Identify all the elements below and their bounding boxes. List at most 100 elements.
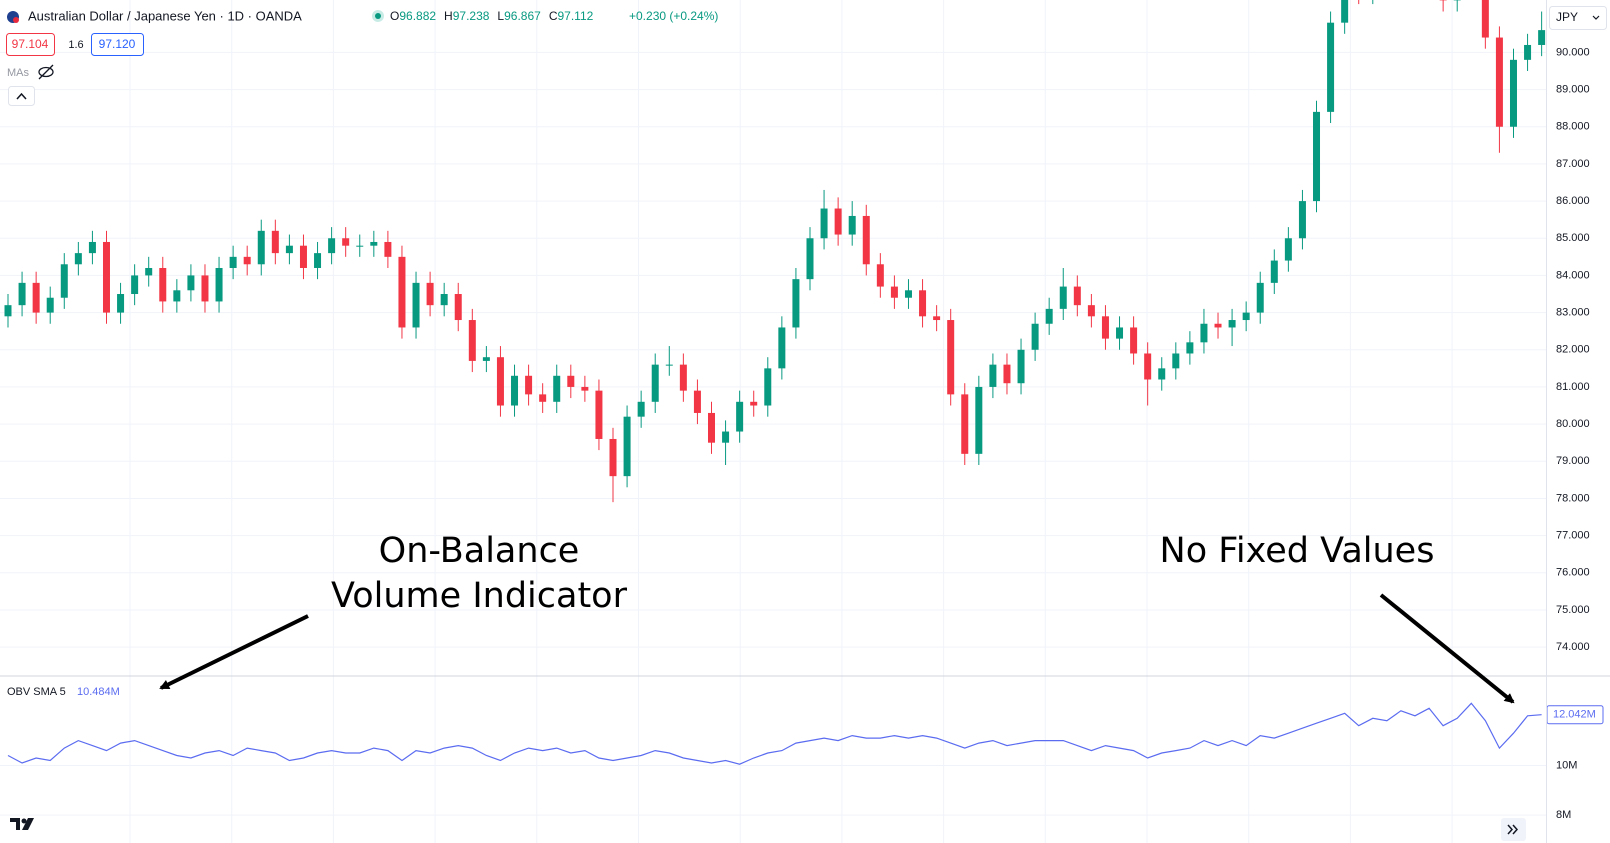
indicators-label: MAs (7, 67, 30, 79)
y-tick-label: 8M (1556, 809, 1571, 821)
candle-body (1313, 111, 1321, 202)
candle-body (975, 386, 983, 454)
buy-button[interactable] (91, 33, 144, 56)
candle-body (764, 368, 772, 406)
candle-body (243, 256, 251, 265)
sell-price[interactable]: 97.104 (12, 37, 49, 51)
candle-body (496, 357, 504, 406)
candle-body (328, 238, 336, 254)
candle-body (102, 241, 110, 313)
axes: 74.000 75.000 76.000 77.000 78.000 79.000 80.0… (1546, 46, 1604, 821)
candle-body (890, 286, 898, 298)
sell-button[interactable] (6, 33, 55, 56)
candle-body (398, 256, 406, 328)
y-tick-label: 80.000 (1556, 418, 1590, 430)
candle-body (904, 290, 912, 298)
candle-body (482, 357, 490, 361)
y-tick-label: 83.000 (1556, 307, 1590, 319)
candle-body (736, 401, 744, 432)
collapse-icon (16, 92, 27, 100)
candle-body (1524, 44, 1532, 60)
buy-price[interactable]: 97.120 (99, 37, 136, 51)
collapse-button[interactable] (8, 86, 35, 106)
candle-body (1059, 286, 1067, 309)
candle-body (919, 290, 927, 317)
candle-body (1101, 316, 1109, 339)
candle-body (4, 305, 12, 317)
candle-body (370, 241, 378, 246)
obv-pane (7, 702, 1542, 765)
candle-body (1298, 201, 1306, 239)
currency[interactable]: JPY (1556, 10, 1578, 24)
y-tick-label: 82.000 (1556, 344, 1590, 356)
candle-body (834, 208, 842, 235)
candle-body (693, 390, 701, 413)
candle-body (806, 238, 814, 280)
obv-line (7, 702, 1542, 765)
candle-body (285, 245, 293, 254)
candle-body (426, 282, 434, 306)
candle-body (1214, 323, 1222, 328)
candle-body (848, 215, 856, 235)
candle-body (1130, 327, 1138, 354)
y-tick-label: 76.000 (1556, 567, 1590, 579)
candle-body (454, 294, 462, 321)
candle-body (215, 267, 223, 302)
ohlc-label: H (444, 9, 453, 23)
candle-body (750, 401, 758, 406)
candle-body (356, 245, 364, 247)
scroll-button[interactable] (1501, 818, 1526, 841)
ohlc-legend: O96.882 H97.238 L96.867 C97.112 (390, 9, 594, 23)
scroll-icon (1507, 824, 1519, 835)
candle-body (1256, 282, 1264, 313)
ohlc-item: O96.882 (390, 9, 436, 23)
y-tick-label: 74.000 (1556, 641, 1590, 653)
annotation: On-Balance (379, 531, 580, 571)
dropdown-icon (1592, 15, 1600, 20)
candle-body (1186, 342, 1194, 354)
ohlc-value: 97.238 (453, 9, 490, 23)
candle-body (299, 245, 307, 268)
ohlc-value: 96.882 (399, 9, 436, 23)
annotation: Volume Indicator (331, 576, 628, 616)
candle-body (229, 256, 237, 268)
candle-body (145, 267, 153, 276)
candle-body (1495, 37, 1503, 127)
y-tick-label: 86.000 (1556, 195, 1590, 207)
candle-body (131, 275, 139, 295)
candle-body (651, 364, 659, 402)
current-value-label: 12.042M (1553, 709, 1596, 721)
candle-body (1538, 30, 1546, 45)
candle-body (595, 390, 603, 439)
candle-body (257, 230, 265, 265)
spread: 1.6 (68, 39, 83, 51)
candle-body (665, 364, 673, 366)
grid (0, 0, 1546, 843)
candle-body (342, 238, 350, 246)
candle-body (525, 375, 533, 395)
logo[interactable] (10, 818, 34, 830)
y-tick-label: 88.000 (1556, 121, 1590, 133)
y-tick-label: 90.000 (1556, 46, 1590, 58)
candle-body (1144, 353, 1152, 380)
status-dot (375, 13, 381, 19)
change: +0.230 (+0.24%) (629, 9, 718, 23)
arrow (159, 614, 309, 690)
candle-body (46, 297, 54, 313)
candle-body (384, 241, 392, 257)
candle-body (961, 394, 969, 454)
candle-body (722, 431, 730, 443)
candle-body (1509, 59, 1517, 127)
annotation: No Fixed Values (1160, 531, 1435, 571)
ohlc-label: O (390, 9, 399, 23)
ohlc-value: 97.112 (557, 9, 593, 23)
visibility-icon[interactable] (38, 64, 54, 80)
currency-selector[interactable] (1549, 6, 1607, 30)
candle-body (18, 282, 26, 306)
ohlc-value: 96.867 (504, 9, 541, 23)
candle-body (468, 320, 476, 361)
candle-body (553, 375, 561, 402)
indicator-title: OBV SMA 5 (7, 686, 66, 698)
flag-icon (13, 17, 19, 23)
